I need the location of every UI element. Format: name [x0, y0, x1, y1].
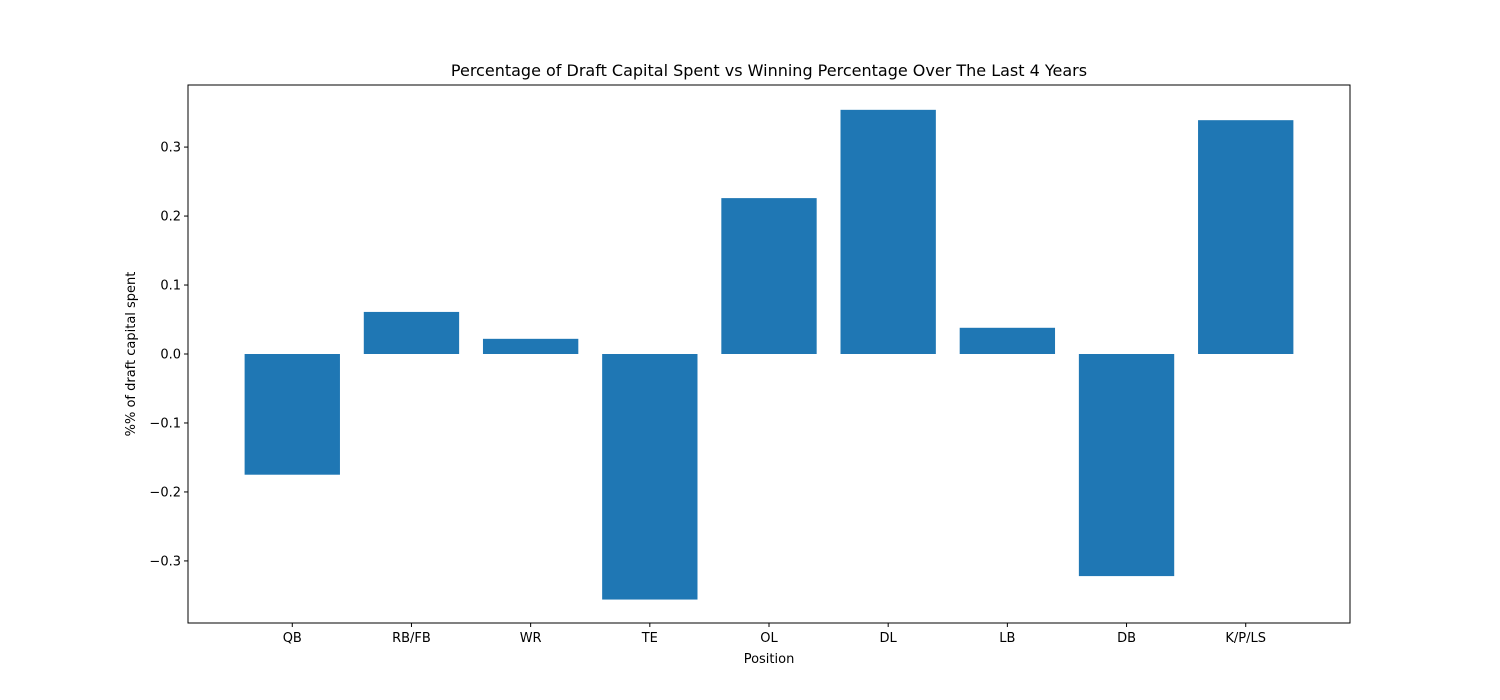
- y-tick-label: 0.3: [160, 141, 181, 156]
- x-tick-label: WR: [520, 631, 542, 646]
- x-tick-label: OL: [760, 631, 778, 646]
- x-axis-label: Position: [744, 652, 795, 667]
- chart-title: Percentage of Draft Capital Spent vs Win…: [451, 61, 1087, 80]
- x-tick-label: QB: [283, 631, 302, 646]
- y-tick-label: 0.0: [160, 348, 181, 363]
- y-tick-label: 0.2: [160, 210, 181, 225]
- bar-wr: [482, 338, 579, 354]
- x-tick-label: K/P/LS: [1225, 631, 1266, 646]
- x-tick-label: LB: [999, 631, 1015, 646]
- bar-db: [1078, 354, 1175, 577]
- x-axis-ticks: QB RB/FB WR TE OL DL LB DB K/P/LS: [283, 623, 1266, 646]
- y-tick-label: −0.3: [149, 554, 181, 569]
- bar-qb: [244, 354, 340, 475]
- bar-dl: [840, 109, 936, 354]
- plot-area: −0.3 −0.2 −0.1 0.0 0.1 0.2 0.3 QB RB/FB WR TE OL DL…: [149, 84, 1351, 646]
- y-tick-label: −0.1: [149, 416, 181, 431]
- x-tick-label: DB: [1117, 631, 1136, 646]
- bar-te: [602, 354, 698, 600]
- y-axis-label: %% of draft capital spent: [124, 272, 139, 437]
- bar-ol: [721, 198, 817, 354]
- y-axis-ticks: −0.3 −0.2 −0.1 0.0 0.1 0.2 0.3: [149, 141, 188, 569]
- bars-group: [244, 109, 1294, 600]
- x-tick-label: RB/FB: [392, 631, 431, 646]
- bar-k-p-ls: [1198, 120, 1294, 354]
- bar-rb-fb: [363, 311, 460, 354]
- bar-lb: [959, 327, 1056, 354]
- x-tick-label: TE: [641, 631, 658, 646]
- y-tick-label: 0.1: [160, 279, 181, 294]
- y-tick-label: −0.2: [149, 485, 181, 500]
- x-tick-label: DL: [880, 631, 898, 646]
